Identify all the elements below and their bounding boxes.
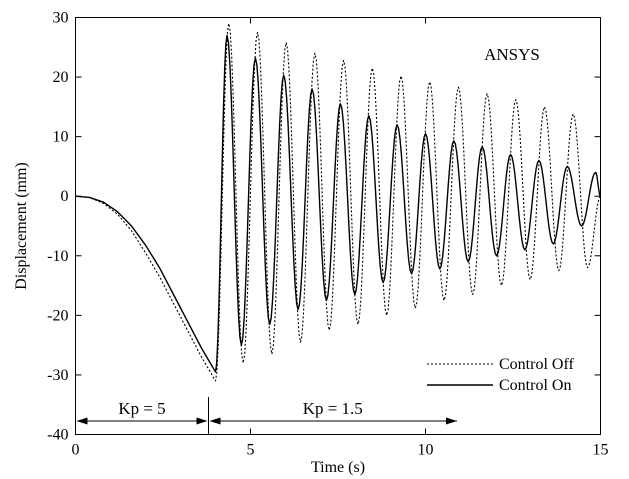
series-line-control-on	[75, 34, 602, 373]
y-tick-label-7: 30	[53, 10, 69, 27]
software-label: ANSYS	[484, 45, 540, 64]
x-tick-label-1: 5	[247, 442, 255, 459]
legend-label-control-on: Control On	[499, 377, 571, 394]
y-tick-label-4: 0	[61, 188, 69, 205]
y-tick-label-2: -20	[47, 307, 68, 324]
x-tick-labels: 0 5 10 15	[72, 442, 609, 459]
y-tick-label-1: -30	[47, 367, 68, 384]
series-layer	[75, 22, 602, 382]
x-axis-label: Time (s)	[311, 459, 365, 476]
x-tick-label-2: 10	[418, 442, 434, 459]
y-tick-labels: -40 -30 -20 -10 0 10 20 30	[47, 10, 68, 444]
y-axis-label: Displacement (mm)	[13, 162, 30, 290]
phase2-arrowhead-left	[209, 417, 221, 425]
phase1-arrowhead-left	[76, 417, 88, 425]
y-tick-label-0: -40	[47, 427, 68, 444]
phase2-label: Kp = 1.5	[303, 399, 363, 418]
phase2-arrowhead-right	[446, 417, 457, 425]
phase1-arrowhead-right	[196, 417, 208, 425]
y-tick-label-5: 10	[53, 129, 69, 146]
y-tick-label-3: -10	[47, 248, 68, 265]
x-tick-label-0: 0	[72, 442, 80, 459]
phase1-label: Kp = 5	[118, 399, 165, 418]
phase-annotations: Kp = 5 Kp = 1.5	[76, 397, 457, 435]
legend-label-control-off: Control Off	[499, 356, 574, 373]
x-tick-label-3: 15	[593, 442, 609, 459]
plot-frame	[75, 17, 601, 435]
legend: Control Off Control On	[427, 356, 574, 394]
y-tick-label-6: 20	[53, 69, 69, 86]
series-line-control-off	[75, 22, 601, 382]
